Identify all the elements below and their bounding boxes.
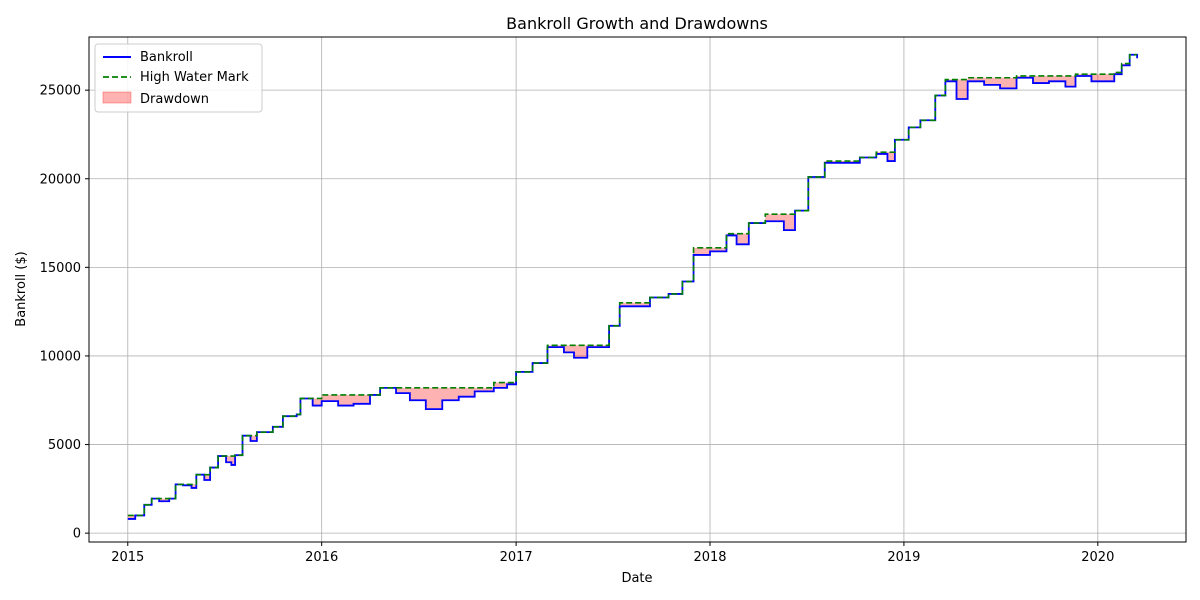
y-axis-label: Bankroll ($) (14, 251, 29, 326)
chart-title: Bankroll Growth and Drawdowns (506, 14, 768, 33)
legend-high-water-mark-label: High Water Mark (140, 70, 249, 85)
x-tick-label: 2019 (887, 550, 920, 565)
high-water-mark-line (127, 53, 1138, 517)
y-tick-label: 25000 (40, 84, 81, 99)
legend: Bankroll High Water Mark Drawdown (94, 43, 263, 113)
x-tick-label: 2020 (1081, 550, 1114, 565)
bankroll-line (127, 53, 1139, 520)
series-lines (127, 53, 1139, 520)
y-axis-ticks: 0 5000 10000 15000 20000 25000 (40, 84, 89, 542)
x-tick-label: 2017 (500, 550, 533, 565)
y-tick-label: 0 (73, 527, 81, 542)
x-tick-label: 2015 (111, 550, 144, 565)
legend-drawdown-swatch (102, 91, 132, 104)
y-tick-label: 5000 (48, 438, 81, 453)
x-tick-label: 2018 (693, 550, 726, 565)
x-axis-label: Date (621, 571, 652, 586)
legend-drawdown-label: Drawdown (140, 92, 209, 107)
legend-box (94, 43, 263, 113)
grid-lines (89, 37, 1186, 542)
y-tick-label: 15000 (40, 261, 81, 276)
plot-frame (88, 36, 1187, 543)
x-axis-ticks: 2015 2016 2017 2018 2019 2020 (111, 542, 1114, 565)
y-tick-label: 10000 (40, 349, 81, 364)
x-tick-label: 2016 (305, 550, 338, 565)
y-tick-label: 20000 (40, 172, 81, 187)
legend-bankroll-label: Bankroll (140, 50, 193, 65)
